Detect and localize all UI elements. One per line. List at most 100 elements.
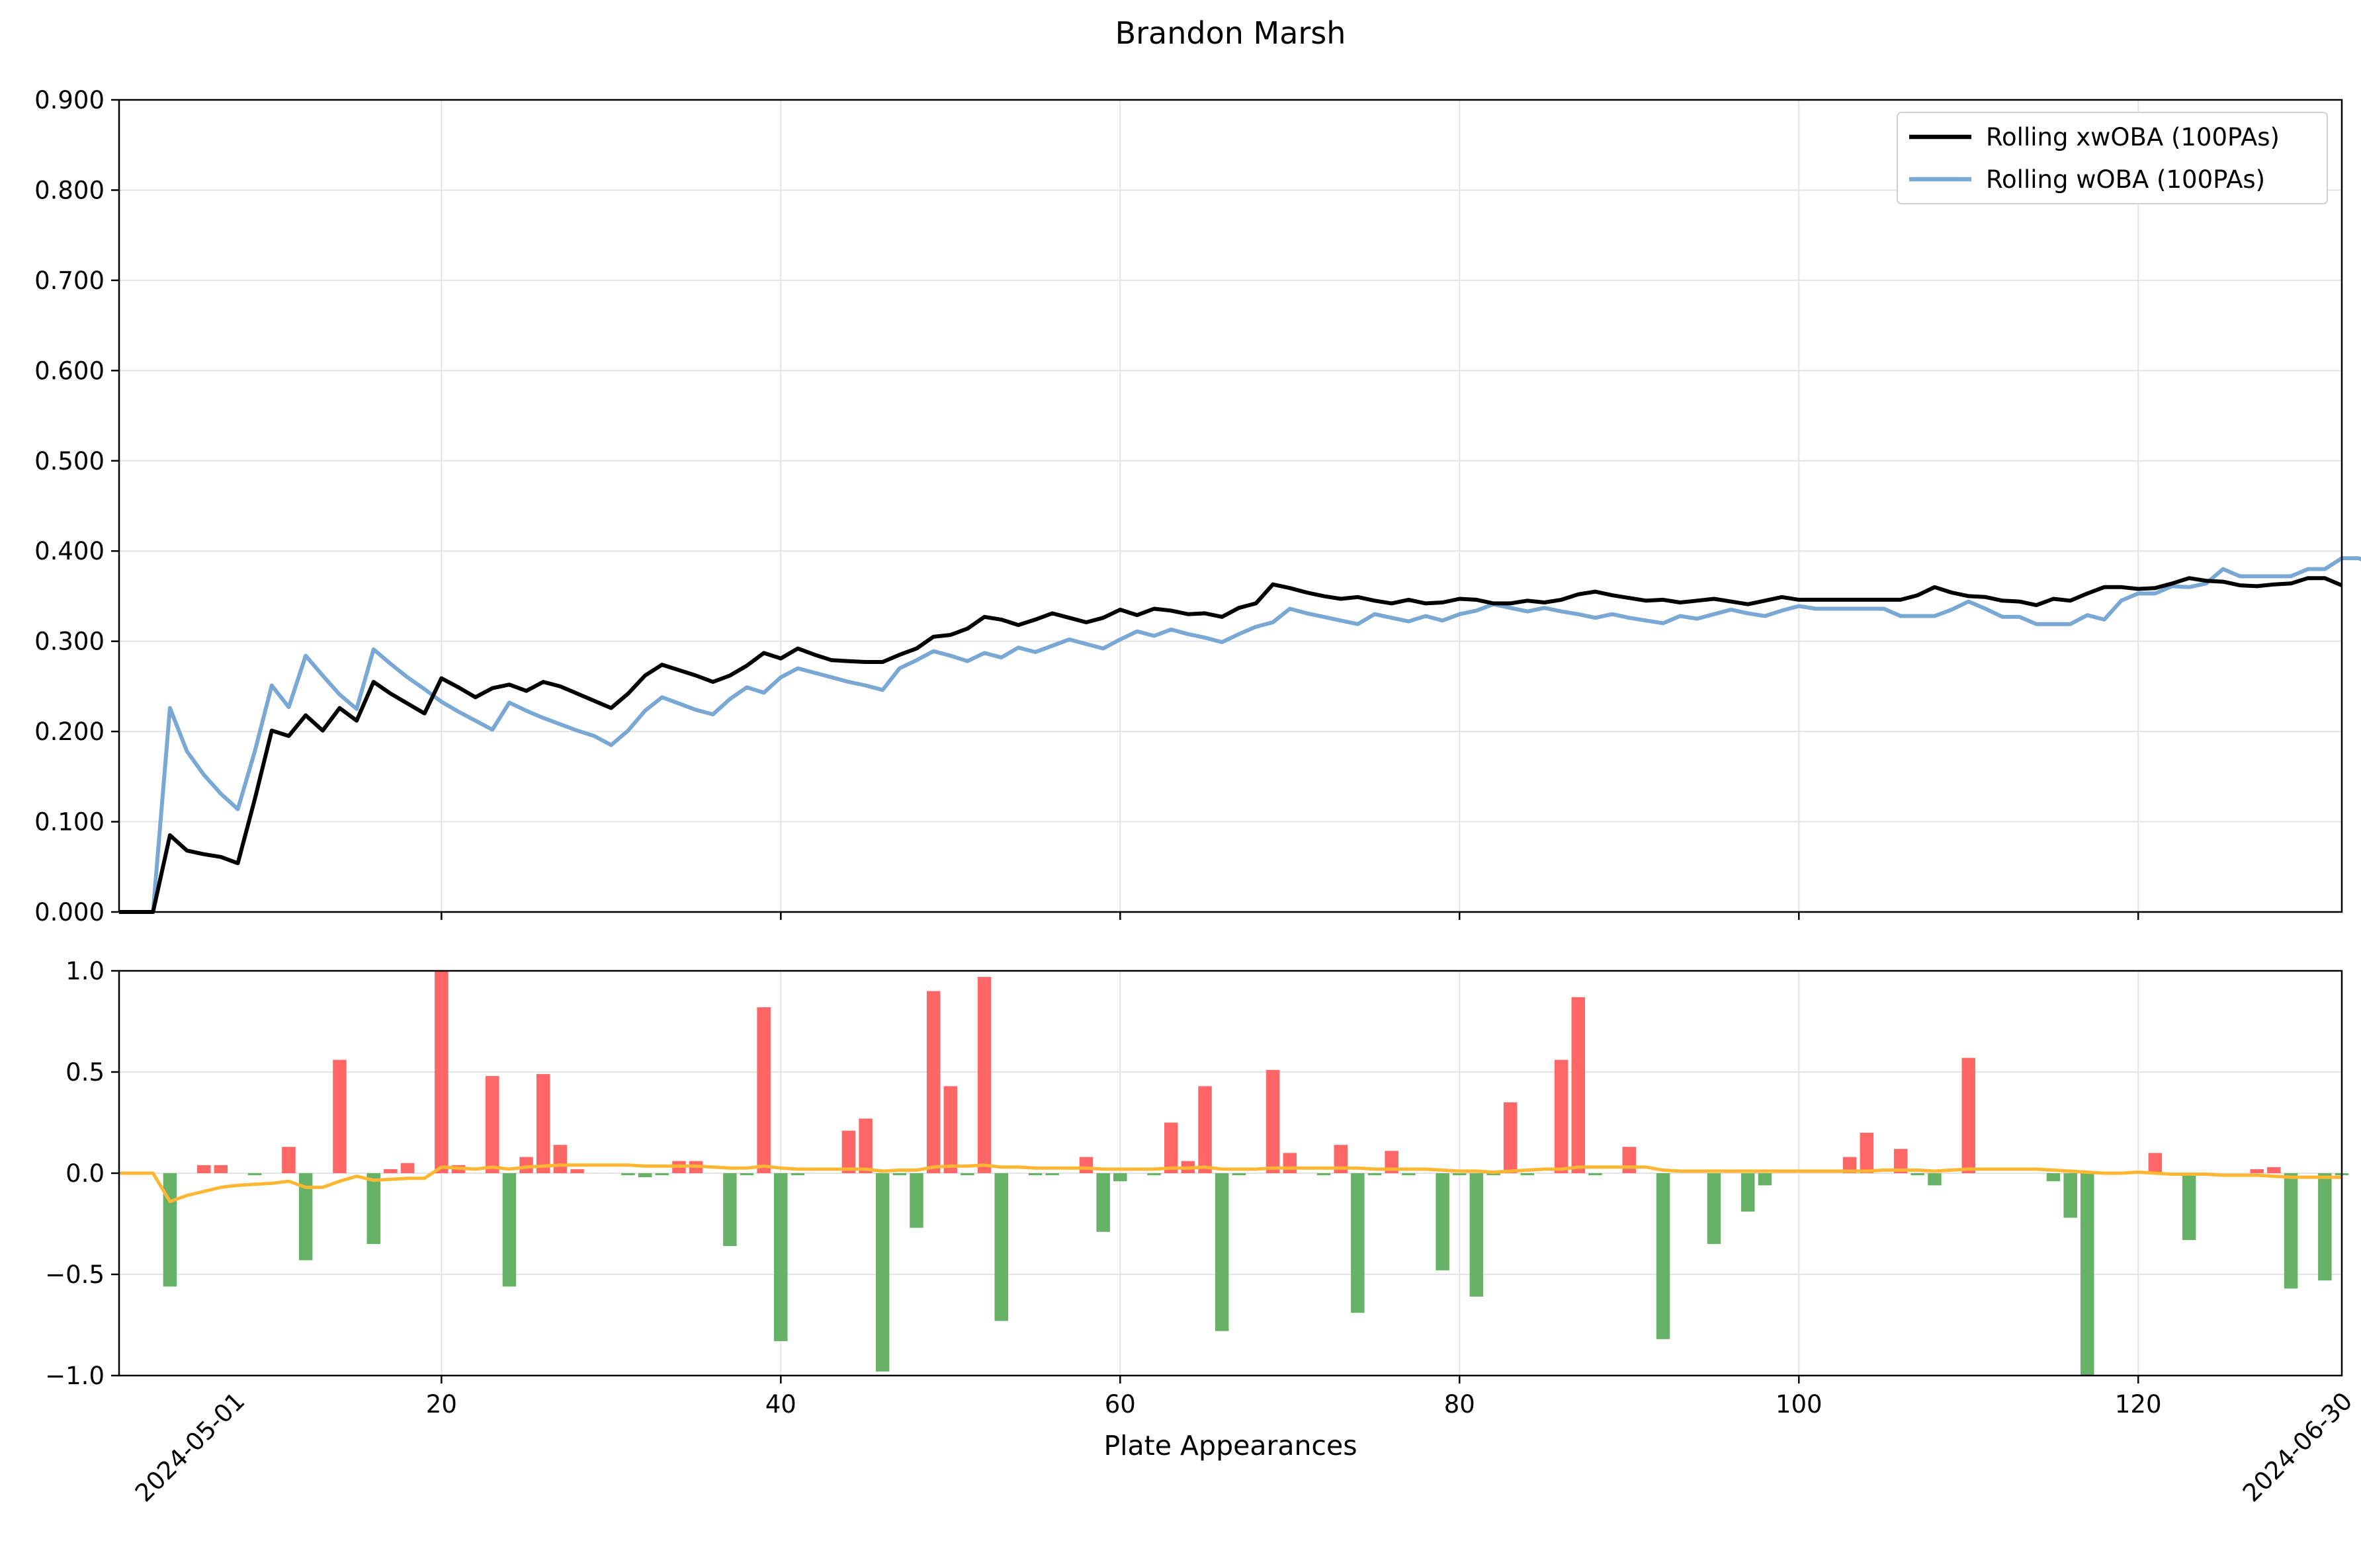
bottom-x-tick-label: 120 [2115,1390,2162,1419]
diff-bar [1741,1173,1755,1212]
legend-label-xwoba: Rolling xwOBA (100PAs) [1986,123,2280,151]
diff-bar [2182,1173,2196,1240]
diff-bar [1096,1173,1110,1232]
diff-bar [298,1173,313,1260]
top-grid [119,99,2342,913]
diff-bar [1571,997,1585,1173]
diff-bar [910,1173,923,1228]
diff-bar [1113,1173,1127,1182]
chart-title: Brandon Marsh [1115,15,1346,51]
top-y-axis: 0.000 0.100 0.200 0.300 0.400 0.500 0.600 0.700… [34,86,119,927]
legend: Rolling xwOBA (100PAs) Rolling wOBA (100… [1897,112,2328,204]
diff-bar [2081,1173,2094,1376]
diff-bar [994,1173,1008,1321]
diff-bar [926,991,941,1173]
date-label-start: 2024-05-01 [130,1387,250,1507]
bottom-y-tick-label: 1.0 [65,957,105,985]
diff-bar [1928,1173,1942,1186]
top-chart: 0.000 0.100 0.200 0.300 0.400 0.500 0.600 0.700… [34,86,2361,927]
top-y-tick-label: 0.200 [34,718,105,746]
bottom-chart: −1.0 −0.5 0.0 0.5 1.0 20 40 60 80 100 120 Plate A… [45,957,2358,1507]
bottom-x-tick-label: 40 [765,1390,796,1419]
diff-bar [1436,1173,1449,1270]
diff-bar [943,1086,957,1173]
diff-bar [1893,1149,1908,1173]
diff-bar [2267,1167,2281,1173]
diff-bar [892,1173,907,1176]
top-y-tick-label: 0.900 [34,86,105,114]
legend-box [1897,112,2328,204]
top-plot-frame [118,99,2343,913]
diff-bar [841,1130,856,1173]
diff-bar [1215,1173,1229,1331]
diff-bar [1656,1173,1670,1339]
diff-bar [1520,1173,1535,1176]
diff-bar [621,1173,635,1176]
bottom-plot-frame [118,970,2343,1377]
diff-bar [2250,1169,2264,1173]
diff-bar [1232,1173,1246,1176]
diff-bar [247,1173,262,1176]
diff-bar [400,1163,415,1173]
diff-bar [1164,1122,1178,1173]
diff-bar [282,1147,296,1173]
top-y-tick-label: 0.100 [34,808,105,837]
diff-bar [859,1118,873,1173]
diff-bar [1334,1145,1348,1173]
bottom-y-tick-label: −1.0 [45,1362,105,1390]
diff-bar [366,1173,380,1245]
series-line-xwoba [119,576,2343,914]
diff-bar [1622,1147,1636,1173]
bottom-y-tick-label: 0.0 [65,1159,105,1188]
diff-bar [1961,1057,1975,1173]
bottom-x-tick-label: 20 [426,1390,457,1419]
diff-bar [435,971,449,1173]
diff-bar [2284,1173,2298,1289]
diff-bar [1045,1173,1059,1176]
diff-bar [1707,1173,1721,1245]
diff-bar [2318,1173,2332,1281]
diff-bar [1028,1173,1043,1176]
diff-bar [1588,1173,1602,1176]
diff-bar [791,1173,805,1176]
top-y-tick-label: 0.500 [34,447,105,475]
diff-bar [1283,1153,1297,1173]
top-y-tick-label: 0.700 [34,267,105,295]
top-y-tick-label: 0.800 [34,176,105,204]
diff-bar [757,1007,771,1173]
top-x-axis [441,912,2139,920]
diff-bar [570,1169,584,1173]
diff-bar [553,1145,568,1173]
diff-bar [384,1169,398,1173]
diff-bar [2046,1173,2061,1182]
top-y-tick-label: 0.600 [34,356,105,385]
diff-rolling-line [119,1163,2342,1204]
bottom-x-tick-label: 60 [1105,1390,1136,1419]
bottom-x-tick-label: 80 [1444,1390,1475,1419]
diff-bar [163,1173,177,1287]
diff-bar [961,1173,974,1176]
diff-bar [1316,1173,1331,1176]
diff-bar [537,1074,550,1173]
diff-bar [774,1173,788,1341]
diff-bar [197,1165,211,1173]
diff-bar [519,1157,533,1173]
diff-bar [1910,1173,1924,1176]
bottom-y-tick-label: 0.5 [65,1058,105,1087]
diff-bar [1860,1132,1874,1173]
diff-bar [486,1076,499,1173]
diff-bar [1367,1173,1382,1176]
diff-bar [1453,1173,1467,1176]
diff-bar [1554,1059,1568,1173]
diff-bar [2063,1173,2077,1218]
top-y-tick-label: 0.400 [34,537,105,565]
diff-bar [740,1173,754,1176]
diff-bar [1079,1157,1094,1173]
diff-bar [1503,1102,1518,1173]
bottom-x-tick-label: 100 [1776,1390,1823,1419]
diff-bar [502,1173,517,1287]
series-line-woba [119,556,2361,914]
diff-bar [1402,1173,1416,1176]
bottom-diff-line [119,1163,2342,1204]
diff-bar [1147,1173,1161,1176]
